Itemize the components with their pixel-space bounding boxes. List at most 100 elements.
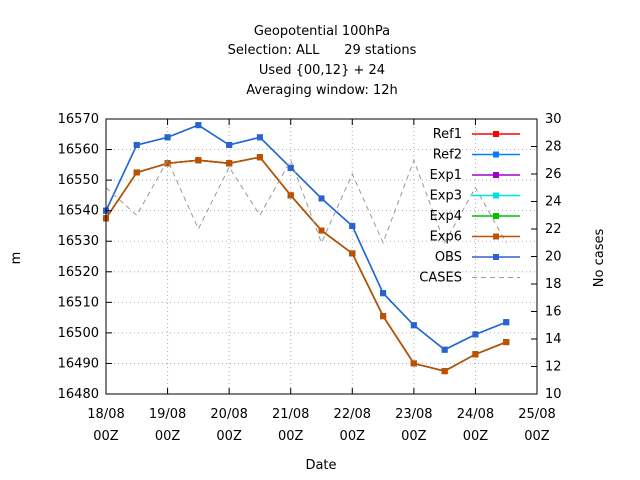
legend-entry-exp1: Exp1 xyxy=(430,168,520,183)
series-line-cases xyxy=(105,158,507,245)
legend-swatch-marker xyxy=(493,151,499,158)
data-point-exp6 xyxy=(226,160,233,167)
y-tick-label: 16510 xyxy=(58,295,99,310)
x-tick-label-date: 23/08 xyxy=(395,407,432,422)
y-tick-label: 16550 xyxy=(58,173,99,188)
data-point-exp6 xyxy=(472,351,479,358)
data-point-obs xyxy=(226,141,233,148)
y-tick-label: 16530 xyxy=(58,234,99,249)
data-point-obs xyxy=(133,141,140,148)
y2-axis-label: No cases xyxy=(592,229,607,288)
legend-swatch-marker xyxy=(493,213,499,219)
y2-tick-label: 14 xyxy=(545,332,562,347)
x-tick-label-date: 18/08 xyxy=(87,407,124,422)
legend-label: Ref2 xyxy=(433,148,462,163)
data-point-obs xyxy=(441,346,448,353)
data-point-exp6 xyxy=(503,339,510,346)
x-tick-label-date: 20/08 xyxy=(210,407,247,422)
x-tick-label-hour: 00Z xyxy=(155,429,181,444)
legend-entry-exp6: Exp6 xyxy=(430,230,520,245)
series-cases xyxy=(105,158,507,245)
legend-label: Exp4 xyxy=(430,209,462,224)
data-point-obs xyxy=(472,331,479,338)
series-line-obs xyxy=(105,124,507,351)
x-tick-label-date: 25/08 xyxy=(518,407,555,422)
legend-entry-ref2: Ref2 xyxy=(433,148,520,163)
legend-swatch-marker xyxy=(493,254,499,260)
y2-tick-label: 20 xyxy=(545,250,562,265)
x-tick-label-date: 19/08 xyxy=(149,407,186,422)
x-tick-label-hour: 00Z xyxy=(278,429,304,444)
y2-tick-label: 12 xyxy=(545,360,562,375)
series-obs xyxy=(103,122,510,353)
data-point-exp6 xyxy=(256,154,263,161)
y2-tick-label: 30 xyxy=(545,112,562,127)
y2-tick-label: 28 xyxy=(545,140,562,155)
x-tick-label-hour: 00Z xyxy=(340,429,366,444)
chart-title-line-4: Averaging window: 12h xyxy=(246,83,398,98)
data-point-obs xyxy=(287,164,294,171)
legend-entry-cases: CASES xyxy=(419,271,520,286)
y2-tick-label: 16 xyxy=(545,305,562,320)
data-point-exp6 xyxy=(441,368,448,375)
data-point-obs xyxy=(503,319,510,326)
legend-label: Ref1 xyxy=(433,127,462,142)
legend-label: CASES xyxy=(419,271,462,286)
y-tick-label: 16480 xyxy=(58,387,99,402)
y-tick-label: 16520 xyxy=(58,265,99,280)
data-point-obs xyxy=(380,290,387,297)
data-point-exp6 xyxy=(380,313,387,320)
x-tick-label-hour: 00Z xyxy=(93,429,119,444)
legend-swatch-marker xyxy=(493,233,499,240)
legend-entry-obs: OBS xyxy=(435,250,520,265)
y2-tick-label: 18 xyxy=(545,277,562,292)
data-point-exp6 xyxy=(349,250,356,257)
x-tick-label-hour: 00Z xyxy=(524,429,550,444)
legend-label: Exp6 xyxy=(430,230,462,245)
y-tick-label: 16570 xyxy=(58,112,99,127)
y2-tick-label: 22 xyxy=(545,222,562,237)
data-point-obs xyxy=(318,195,325,202)
x-tick-label-hour: 00Z xyxy=(401,429,427,444)
chart-title: Geopotential 100hPa Selection: ALL 29 st… xyxy=(228,24,417,98)
data-point-exp6 xyxy=(164,160,171,167)
y-tick-label: 16540 xyxy=(58,204,99,219)
data-point-exp6 xyxy=(410,360,417,367)
legend-label: Exp1 xyxy=(430,168,462,183)
data-point-obs xyxy=(349,222,356,229)
data-point-obs xyxy=(195,122,202,129)
data-point-obs xyxy=(256,134,263,141)
chart-title-line-1: Geopotential 100hPa xyxy=(254,24,390,39)
y-tick-label: 16490 xyxy=(58,356,99,371)
data-point-obs xyxy=(164,134,171,141)
legend: Ref1 Ref2 Exp1 Exp3 Exp4 Exp6 OBS CASES xyxy=(419,127,520,286)
legend-entry-ref1: Ref1 xyxy=(433,127,520,142)
y-axis-label: m xyxy=(9,252,24,265)
y2-tick-label: 24 xyxy=(545,195,562,210)
legend-entry-exp4: Exp4 xyxy=(430,209,520,224)
legend-swatch-marker xyxy=(493,172,499,178)
x-tick-label-date: 22/08 xyxy=(334,407,371,422)
y-tick-label: 16500 xyxy=(58,326,99,341)
legend-swatch-marker xyxy=(493,131,499,137)
chart-title-line-3: Used {00,12} + 24 xyxy=(259,63,385,78)
x-tick-label-date: 24/08 xyxy=(457,407,494,422)
y-tick-label: 16560 xyxy=(58,143,99,158)
data-point-exp6 xyxy=(318,227,325,234)
axis-ticks: 18/08 00Z 19/08 00Z 20/08 00Z 21/08 00Z 22/08 00Z… xyxy=(58,112,562,444)
series-line-exp6 xyxy=(105,156,507,372)
data-point-obs xyxy=(410,322,417,329)
legend-label: Exp3 xyxy=(430,189,462,204)
legend-label: OBS xyxy=(435,250,462,265)
data-point-exp6 xyxy=(133,169,140,176)
legend-swatch-marker xyxy=(493,192,499,199)
x-tick-label-hour: 00Z xyxy=(216,429,242,444)
data-point-exp6 xyxy=(287,192,294,199)
legend-entry-exp3: Exp3 xyxy=(430,189,520,204)
x-axis-label: Date xyxy=(305,458,336,473)
x-tick-label-hour: 00Z xyxy=(463,429,489,444)
data-point-exp6 xyxy=(195,157,202,164)
y2-tick-label: 26 xyxy=(545,167,562,182)
chart-title-line-2: Selection: ALL 29 stations xyxy=(228,43,417,58)
